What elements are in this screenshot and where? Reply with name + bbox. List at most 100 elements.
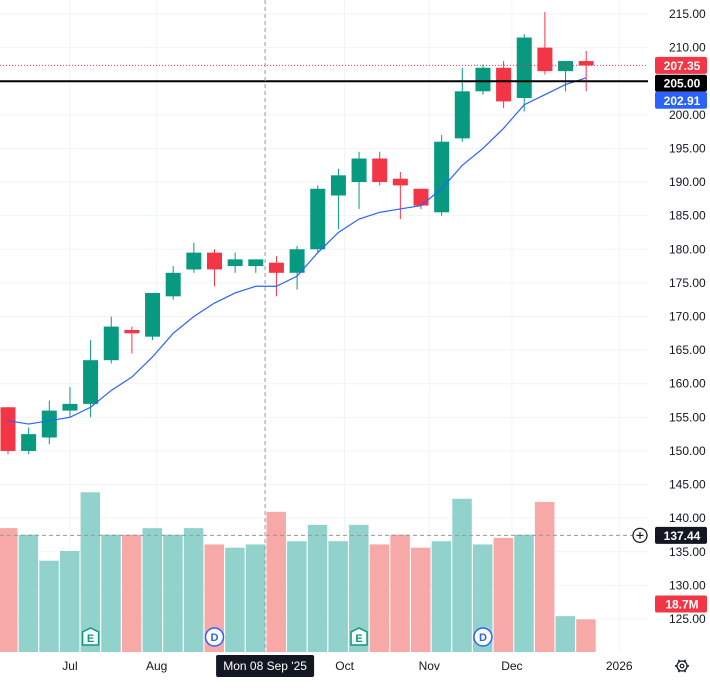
candle-body (41, 410, 57, 438)
volume-bar (390, 534, 410, 652)
candle-body (413, 188, 429, 206)
price-levels (0, 64, 648, 83)
price-axis-bg (648, 0, 710, 689)
level-price-tag-text: 205.00 (664, 77, 701, 91)
candle-body (124, 329, 140, 334)
earnings-marker[interactable]: E (81, 627, 100, 646)
candle-body (351, 158, 367, 183)
volume-bar (183, 528, 204, 652)
price-tick-label: 165.00 (669, 343, 706, 357)
candle-body (310, 188, 326, 250)
earnings-label: E (87, 633, 94, 645)
price-tick-label: 200.00 (669, 108, 706, 122)
candle (62, 387, 78, 418)
candle (434, 135, 450, 216)
candle-body (207, 252, 222, 270)
candle (578, 50, 594, 92)
volume-bar (576, 619, 596, 652)
volume-bar (472, 544, 493, 652)
candle-body (145, 292, 161, 337)
price-tick-label: 190.00 (669, 175, 706, 189)
time-axis[interactable]: Jul Aug Oct Nov Dec 2026 Mon 08 Sep '25 (0, 652, 710, 689)
dividend-marker[interactable]: D (204, 627, 225, 647)
volume-bar (59, 550, 80, 652)
volume-bar (39, 560, 59, 652)
candle (21, 427, 37, 455)
moving-average-series (7, 77, 587, 425)
time-tick-label: Dec (501, 659, 522, 673)
earnings-marker[interactable]: E (350, 627, 368, 646)
volume-bar (225, 547, 245, 652)
dividend-marker[interactable]: D (473, 627, 493, 647)
add-alert-button[interactable] (632, 527, 648, 543)
volume-bar (534, 502, 555, 652)
price-tick-label: 145.00 (669, 478, 706, 492)
ma-price-tag-bg (655, 91, 707, 109)
candle (516, 34, 532, 112)
crosshair-price-tag-text: 137.44 (664, 529, 701, 543)
candle (558, 61, 574, 92)
candle-body (578, 61, 594, 66)
volume-bar (452, 498, 472, 652)
price-tick-label: 175.00 (669, 276, 706, 290)
candle (289, 245, 305, 290)
candle (496, 61, 512, 109)
price-axis[interactable]: 215.00 210.00 205.00 200.00 195.00 190.00 185.… (648, 0, 710, 689)
candle (268, 256, 284, 297)
crosshair-date-text: Mon 08 Sep '25 (223, 659, 307, 673)
moving-average-line (7, 77, 587, 425)
time-tick-label: Jul (62, 659, 77, 673)
price-tick-label: 160.00 (669, 377, 706, 391)
gear-icon-tooth (683, 669, 687, 673)
candle-body (372, 158, 388, 183)
candle-body (558, 61, 574, 72)
volume-tag: 18.7M (655, 595, 707, 613)
volume-bar (555, 616, 576, 652)
last-price-tag: 207.35 (655, 56, 707, 74)
volume-bar (0, 528, 18, 652)
candle (310, 185, 326, 253)
time-axis-bg (0, 652, 710, 689)
candle-body (186, 252, 202, 270)
volume-bar (245, 544, 266, 652)
price-tick-label: 155.00 (669, 410, 706, 424)
candle (248, 259, 264, 273)
price-tick-label: 170.00 (669, 310, 706, 324)
price-tick-label: 180.00 (669, 242, 706, 256)
earnings-icon (81, 627, 100, 646)
candle (165, 266, 181, 300)
price-tick-label: 215.00 (669, 7, 706, 21)
candle-body (330, 175, 346, 196)
volume-bar (121, 534, 142, 652)
candle (537, 11, 553, 75)
candle-body (83, 360, 99, 404)
crosshair-price-tag: 137.44 (655, 526, 707, 544)
volume-bar (142, 528, 163, 652)
candle (227, 252, 243, 273)
volume-tag-text: 18.7M (665, 598, 698, 612)
gear-icon-tooth (683, 659, 687, 663)
candle (124, 326, 140, 354)
candle-body (392, 178, 408, 186)
price-tick-label: 135.00 (669, 545, 706, 559)
crosshair-date-bg (216, 655, 315, 677)
candle-body (227, 259, 243, 267)
candle-body (289, 249, 305, 273)
gear-icon-tooth (677, 669, 681, 673)
chart-settings-button[interactable] (675, 659, 689, 673)
candle-body (103, 326, 119, 361)
level-price-tag-bg (655, 74, 707, 92)
candle-body (62, 403, 78, 411)
dividend-label: D (211, 632, 219, 644)
dividend-label: D (479, 632, 487, 644)
candle (41, 400, 57, 445)
price-tick-label: 185.00 (669, 209, 706, 223)
candle (0, 407, 16, 455)
crosshair-price-tag-bg (655, 526, 707, 544)
volume-bar (80, 492, 101, 652)
candle-body (434, 141, 450, 213)
candle (330, 168, 346, 230)
volume-bar (493, 537, 514, 652)
